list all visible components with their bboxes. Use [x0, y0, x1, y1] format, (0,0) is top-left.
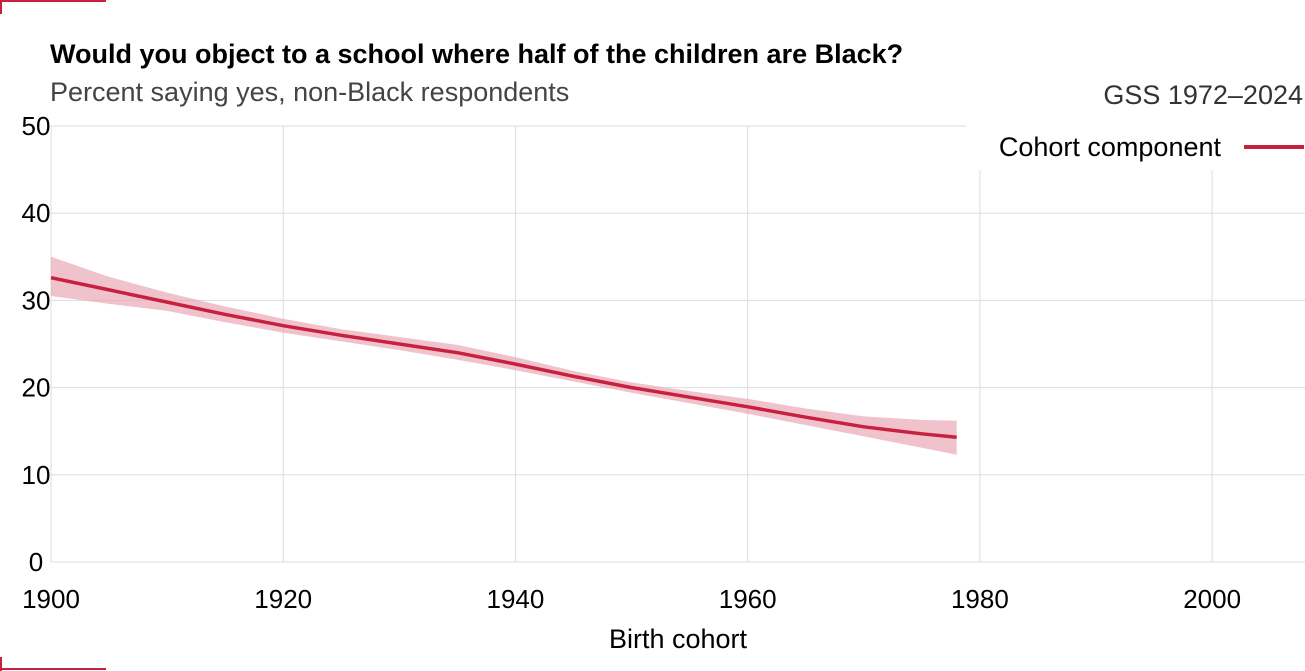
x-tick-label-1920: 1920 — [254, 584, 312, 614]
chart-title: Would you object to a school where half … — [50, 39, 903, 69]
x-axis-label: Birth cohort — [609, 624, 748, 654]
y-tick-label-20: 20 — [22, 373, 51, 403]
x-tick-label-2000: 2000 — [1183, 584, 1241, 614]
y-tick-label-40: 40 — [22, 198, 51, 228]
x-tick-label-1960: 1960 — [719, 584, 777, 614]
chart-source: GSS 1972–2024 — [1103, 80, 1303, 110]
y-tick-label-30: 30 — [22, 285, 51, 315]
y-tick-label-0: 0 — [29, 547, 43, 577]
y-tick-label-50: 50 — [22, 111, 51, 141]
x-tick-label-1900: 1900 — [22, 584, 80, 614]
corner-marks — [0, 0, 106, 671]
series-0-line — [50, 275, 957, 440]
y-tick-label-10: 10 — [22, 460, 51, 490]
x-tick-label-1980: 1980 — [951, 584, 1009, 614]
series-0-confidence-band — [51, 256, 957, 455]
x-tick-labels: 1900 1920 1940 1960 1980 2000 — [22, 584, 1241, 614]
y-tick-labels: 0 10 20 30 40 50 — [22, 111, 51, 577]
chart-subtitle: Percent saying yes, non-Black respondent… — [50, 77, 569, 107]
legend: Cohort component — [966, 124, 1305, 170]
grid — [50, 125, 1305, 563]
confidence-bands — [51, 256, 957, 455]
series-lines — [50, 275, 957, 440]
legend-label: Cohort component — [999, 132, 1222, 162]
x-tick-label-1940: 1940 — [487, 584, 545, 614]
